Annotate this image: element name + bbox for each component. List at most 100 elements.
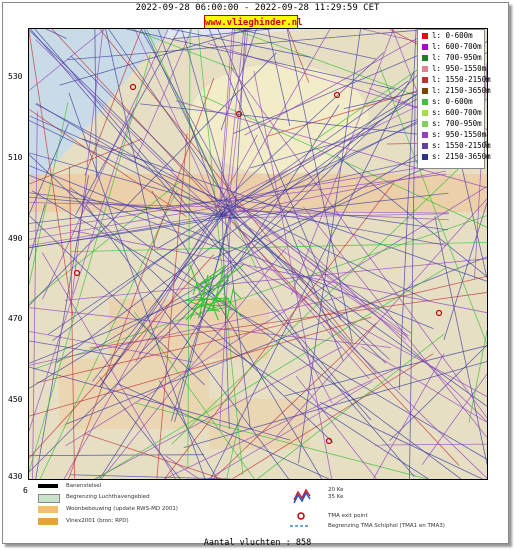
flight-track [99, 203, 230, 388]
flight-track [29, 212, 230, 247]
flight-track [99, 104, 340, 479]
flight-track [29, 154, 334, 443]
flight-track [29, 331, 193, 363]
flight-track [29, 123, 69, 215]
flight-track [35, 102, 227, 217]
flight-track [225, 29, 245, 205]
flight-track [99, 376, 181, 479]
flight-track [29, 340, 122, 358]
flight-track [194, 296, 231, 303]
flight-track [409, 94, 416, 479]
flight-track [56, 41, 487, 364]
page-title: 2022-09-28 06:00:00 - 2022-09-28 11:29:5… [135, 3, 380, 13]
flight-track [297, 239, 487, 422]
flight-track [29, 174, 230, 253]
altitude-legend: l: 0-600m l: 600-700m l: 700-950m l: 950… [417, 29, 491, 169]
flight-track [83, 433, 223, 479]
flight-track [84, 29, 142, 176]
flight-track [29, 316, 372, 417]
flight-track [29, 29, 174, 171]
flight-track [143, 29, 234, 218]
airport-boundary-label: Begrenzing Luchthavengebied [66, 494, 150, 500]
legend-item: l: 950-1550m [422, 64, 486, 74]
flight-track [29, 203, 46, 261]
flight-track [212, 306, 219, 321]
flight-track [230, 67, 487, 418]
tma-exit-point [333, 91, 341, 99]
flight-track [434, 215, 487, 465]
flight-track [223, 213, 449, 219]
flight-track [151, 190, 323, 479]
flight-track [71, 241, 487, 253]
legend-item: s: 950-1550m [422, 130, 486, 140]
flight-track [29, 217, 225, 248]
flight-track [228, 207, 333, 404]
flight-track [221, 97, 420, 214]
flight-track [199, 274, 209, 316]
flight-track [29, 165, 434, 329]
flight-track [197, 282, 213, 290]
flight-track [191, 324, 429, 479]
flight-track [295, 375, 377, 479]
flight-track [94, 29, 97, 178]
flight-track [29, 366, 291, 441]
tma-exit-label: TMA exit point [328, 513, 368, 519]
flight-track [29, 204, 234, 240]
flight-track [192, 282, 198, 295]
flight-track [34, 29, 372, 421]
flight-track [164, 182, 395, 479]
flight-track [235, 226, 487, 407]
flight-track [29, 52, 277, 306]
flight-track [134, 29, 221, 217]
flight-track [29, 31, 74, 316]
flight-track [94, 346, 342, 479]
flight-track [291, 29, 394, 295]
legend-item: s: 1550-2150m [422, 141, 491, 151]
flight-track [234, 217, 408, 338]
legend-item: s: 2150-3650m [422, 152, 491, 162]
flight-track [220, 29, 235, 206]
flight-track [319, 401, 483, 479]
flight-track [133, 311, 255, 479]
tma-exit-icon [297, 512, 305, 520]
tma-exit-points [73, 83, 443, 445]
airport-boundary-swatch [38, 494, 60, 503]
vinex-swatch [38, 518, 58, 525]
flight-track [171, 141, 487, 445]
flight-track [29, 296, 344, 366]
flight-track [101, 248, 286, 479]
flight-track [134, 29, 193, 163]
flight-track [70, 229, 487, 314]
flight-track [219, 117, 430, 217]
flight-track [275, 198, 487, 437]
flight-track [443, 202, 487, 341]
flight-track [199, 270, 226, 285]
flight-track [29, 156, 487, 233]
flight-track [29, 215, 205, 386]
flight-track [210, 71, 415, 479]
flight-track [223, 206, 251, 429]
flight-track [29, 265, 271, 364]
flight-track [236, 29, 376, 60]
residential-label: Woonbebouwing (update RWS-MD 2001) [66, 506, 178, 512]
flight-track [421, 373, 487, 465]
flight-track [52, 210, 225, 341]
flight-track [221, 208, 230, 430]
tma-exit-point [129, 83, 137, 91]
flight-track [284, 345, 487, 397]
urban-block [209, 399, 309, 449]
flight-track [228, 192, 449, 219]
flight-track [174, 209, 232, 423]
flight-track [170, 209, 234, 422]
flight-track [157, 29, 223, 217]
legend-item: s: 700-950m [422, 119, 482, 129]
flight-track-map[interactable] [28, 28, 488, 480]
tma-boundary-icon [290, 525, 310, 527]
flight-track [198, 299, 216, 309]
flight-track [69, 474, 232, 479]
flight-track [244, 29, 435, 136]
flight-track [108, 29, 230, 203]
flight-track [194, 264, 227, 289]
vinex-label: Vinex2001 (bron: RPD) [66, 518, 129, 524]
flight-track [200, 304, 230, 307]
